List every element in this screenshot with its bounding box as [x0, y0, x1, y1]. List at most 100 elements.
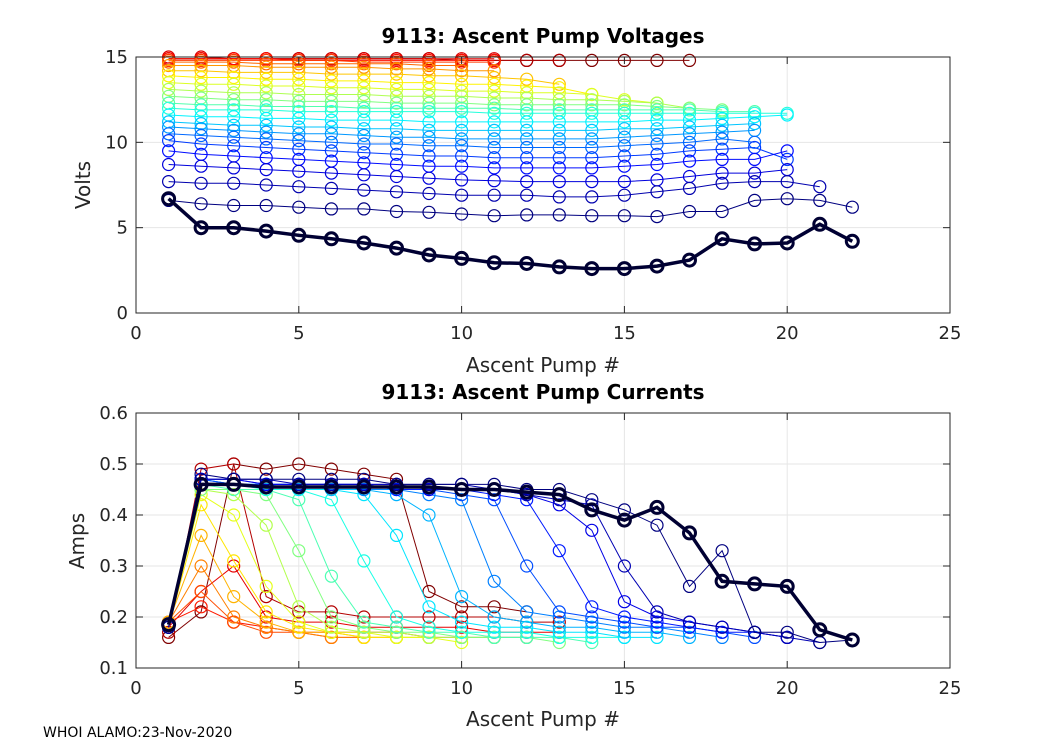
voltage-point — [520, 175, 534, 189]
current-point — [780, 630, 794, 645]
voltage-point — [520, 72, 534, 86]
current-highlight-point — [584, 502, 600, 518]
current-point — [194, 528, 208, 543]
voltage-point — [552, 53, 566, 68]
current-point — [227, 554, 241, 568]
voltage-ytick-label: 0 — [117, 303, 128, 324]
voltage-point — [650, 106, 664, 120]
current-point — [292, 625, 306, 639]
current-point — [715, 630, 729, 645]
voltage-point — [682, 181, 697, 195]
voltage-point — [455, 207, 469, 221]
voltage-point — [389, 96, 404, 110]
voltage-point — [357, 74, 371, 88]
current-point — [194, 584, 208, 599]
voltage-point — [259, 132, 273, 146]
voltage-point — [162, 157, 176, 172]
current-point — [422, 620, 436, 634]
current-highlight-point — [551, 487, 567, 503]
voltage-point — [292, 104, 306, 119]
voltage-point — [585, 87, 599, 102]
voltage-point — [324, 202, 338, 216]
voltage-point — [487, 101, 501, 115]
current-point — [552, 625, 566, 639]
voltage-point — [389, 122, 404, 136]
current-point — [357, 554, 371, 568]
current-point — [650, 610, 664, 624]
voltage-point — [194, 197, 208, 211]
voltage-point — [194, 159, 208, 173]
current-point — [487, 600, 501, 614]
voltage-point — [617, 115, 632, 129]
current-highlight-point — [844, 632, 860, 648]
voltage-point — [259, 140, 273, 155]
voltage-point — [487, 209, 501, 223]
current-point — [520, 615, 534, 629]
current-point — [487, 630, 501, 645]
voltage-point — [324, 57, 338, 71]
current-point — [259, 589, 273, 604]
voltage-point — [585, 98, 599, 112]
voltage-series-0 — [162, 192, 859, 224]
current-point — [259, 518, 273, 532]
current-point — [259, 462, 273, 476]
current-point — [357, 620, 371, 634]
current-point — [455, 620, 469, 634]
voltage-highlight-point — [779, 235, 795, 251]
current-point — [422, 610, 436, 624]
voltage-point — [422, 115, 436, 129]
voltage-point — [650, 185, 664, 199]
voltage-point — [747, 166, 762, 180]
current-point — [617, 630, 632, 645]
voltage-point — [259, 103, 273, 117]
current-ytick-label: 0.5 — [99, 454, 128, 475]
voltage-point — [520, 151, 534, 165]
voltage-point — [259, 79, 273, 93]
current-point — [682, 625, 697, 639]
voltage-point — [227, 93, 241, 107]
voltage-point — [455, 188, 469, 202]
voltage-point — [292, 142, 306, 156]
voltage-point — [747, 175, 762, 189]
current-point — [552, 635, 566, 650]
voltage-point — [747, 110, 762, 124]
voltage-point — [292, 111, 306, 126]
voltage-point — [422, 171, 436, 185]
voltage-point — [357, 146, 371, 160]
voltage-point — [715, 152, 729, 166]
current-point — [520, 559, 534, 573]
current-point — [617, 559, 632, 573]
voltage-point — [617, 149, 632, 163]
voltage-point — [389, 104, 404, 119]
voltage-point — [259, 125, 273, 139]
voltage-point — [259, 57, 273, 71]
voltage-point — [162, 127, 176, 141]
voltage-point — [585, 106, 599, 120]
voltage-point — [194, 64, 208, 78]
voltage-point — [389, 113, 404, 127]
current-xtick-label: 20 — [776, 678, 799, 699]
voltage-series-line — [168, 126, 755, 140]
voltage-highlight-line — [167, 197, 854, 271]
voltage-point — [389, 62, 404, 76]
voltage-point — [487, 70, 501, 85]
voltage-point — [650, 210, 664, 224]
voltage-point — [682, 103, 697, 117]
voltage-point — [455, 132, 469, 146]
current-point — [324, 620, 338, 634]
voltage-point — [324, 60, 338, 74]
voltage-point — [715, 204, 729, 219]
voltage-highlight-point — [486, 255, 502, 271]
voltage-highlight-point — [193, 220, 209, 236]
current-point — [455, 635, 469, 650]
voltage-series-line — [168, 88, 690, 109]
current-point — [715, 620, 729, 634]
voltage-point — [487, 98, 501, 112]
current-highlight-line — [166, 482, 853, 642]
voltage-point — [682, 144, 697, 158]
current-point — [617, 503, 632, 517]
current-highlight-point — [193, 476, 209, 492]
voltage-point — [617, 122, 632, 136]
voltage-point — [487, 174, 501, 188]
voltage-highlight-point — [714, 231, 730, 247]
